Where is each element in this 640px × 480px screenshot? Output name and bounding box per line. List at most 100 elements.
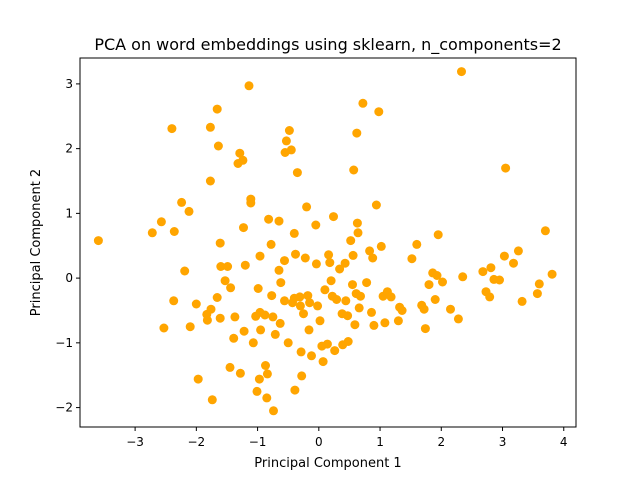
data-point: [230, 312, 240, 322]
data-point: [352, 218, 362, 228]
data-point: [430, 295, 440, 304]
data-point: [420, 324, 430, 334]
data-point: [167, 124, 177, 134]
data-point: [239, 326, 249, 336]
data-point: [532, 289, 542, 299]
data-point: [346, 236, 356, 246]
y-tick-label: −2: [55, 401, 73, 415]
data-point: [283, 338, 293, 348]
data-point: [202, 315, 212, 325]
data-point: [193, 374, 203, 384]
y-tick-label: 3: [65, 77, 73, 91]
data-point: [534, 279, 544, 289]
data-point: [299, 309, 308, 319]
data-point: [252, 386, 262, 396]
x-tick-label: −2: [187, 435, 205, 449]
data-point: [348, 250, 358, 260]
data-point: [354, 303, 364, 313]
data-point: [169, 227, 179, 236]
x-tick-label: 4: [560, 435, 568, 449]
data-points: [93, 67, 557, 416]
data-point: [207, 395, 217, 405]
data-point: [205, 176, 215, 186]
data-point: [169, 296, 179, 306]
data-point: [350, 320, 360, 330]
data-point: [274, 265, 284, 275]
data-point: [159, 323, 169, 333]
data-point: [235, 148, 245, 158]
data-point: [274, 216, 284, 226]
data-point: [262, 369, 272, 379]
data-point: [229, 333, 239, 343]
data-point: [223, 262, 233, 271]
data-point: [290, 385, 300, 395]
data-point: [356, 291, 365, 301]
data-point: [215, 238, 225, 248]
data-point: [517, 296, 527, 306]
data-point: [276, 278, 286, 288]
data-point: [320, 285, 330, 295]
data-point: [513, 246, 523, 256]
data-point: [261, 361, 270, 370]
data-point: [177, 197, 187, 207]
x-tick-label: 3: [499, 435, 507, 449]
data-point: [93, 236, 103, 246]
x-tick-label: −1: [249, 435, 267, 449]
data-point: [318, 357, 328, 367]
plot-frame: [79, 57, 577, 428]
data-point: [262, 393, 272, 403]
data-point: [220, 276, 230, 286]
data-point: [244, 81, 254, 91]
data-point: [335, 264, 345, 274]
data-point: [239, 223, 248, 233]
data-point: [256, 325, 266, 335]
data-point: [255, 251, 265, 261]
data-point: [485, 292, 495, 302]
data-point: [433, 230, 443, 240]
data-point: [295, 301, 305, 311]
data-point: [260, 310, 270, 320]
data-point: [304, 325, 314, 335]
data-point: [424, 280, 434, 290]
data-point: [374, 107, 384, 117]
data-point: [393, 316, 403, 326]
x-axis: −3 −2 −1 0 1 2 3 4: [126, 427, 568, 449]
data-point: [307, 351, 316, 361]
data-point: [216, 262, 226, 271]
data-point: [365, 246, 375, 256]
data-point: [296, 347, 306, 357]
data-point: [300, 253, 310, 263]
data-point: [292, 168, 302, 178]
data-point: [303, 291, 313, 301]
data-point: [184, 206, 194, 216]
data-point: [343, 337, 353, 346]
data-point: [453, 314, 463, 324]
data-point: [501, 163, 511, 173]
data-point: [246, 198, 256, 208]
data-point: [286, 145, 296, 155]
data-point: [215, 313, 225, 323]
data-point: [540, 226, 550, 236]
data-point: [212, 104, 222, 114]
data-point: [499, 251, 509, 261]
data-point: [253, 284, 263, 293]
data-point: [349, 165, 359, 175]
data-point: [486, 263, 496, 273]
data-point: [191, 299, 201, 309]
data-point: [397, 306, 407, 315]
x-tick-label: 1: [376, 435, 384, 449]
data-point: [248, 338, 258, 348]
data-point: [225, 362, 235, 372]
data-point: [289, 228, 299, 238]
data-point: [376, 241, 386, 251]
y-tick-label: −1: [55, 336, 73, 350]
data-point: [478, 267, 488, 277]
data-point: [547, 269, 557, 279]
data-point: [266, 239, 276, 249]
data-point: [147, 228, 157, 238]
data-point: [235, 368, 245, 378]
data-point: [432, 271, 442, 280]
y-tick-label: 1: [65, 206, 73, 220]
data-point: [156, 217, 166, 227]
data-point: [291, 249, 300, 259]
